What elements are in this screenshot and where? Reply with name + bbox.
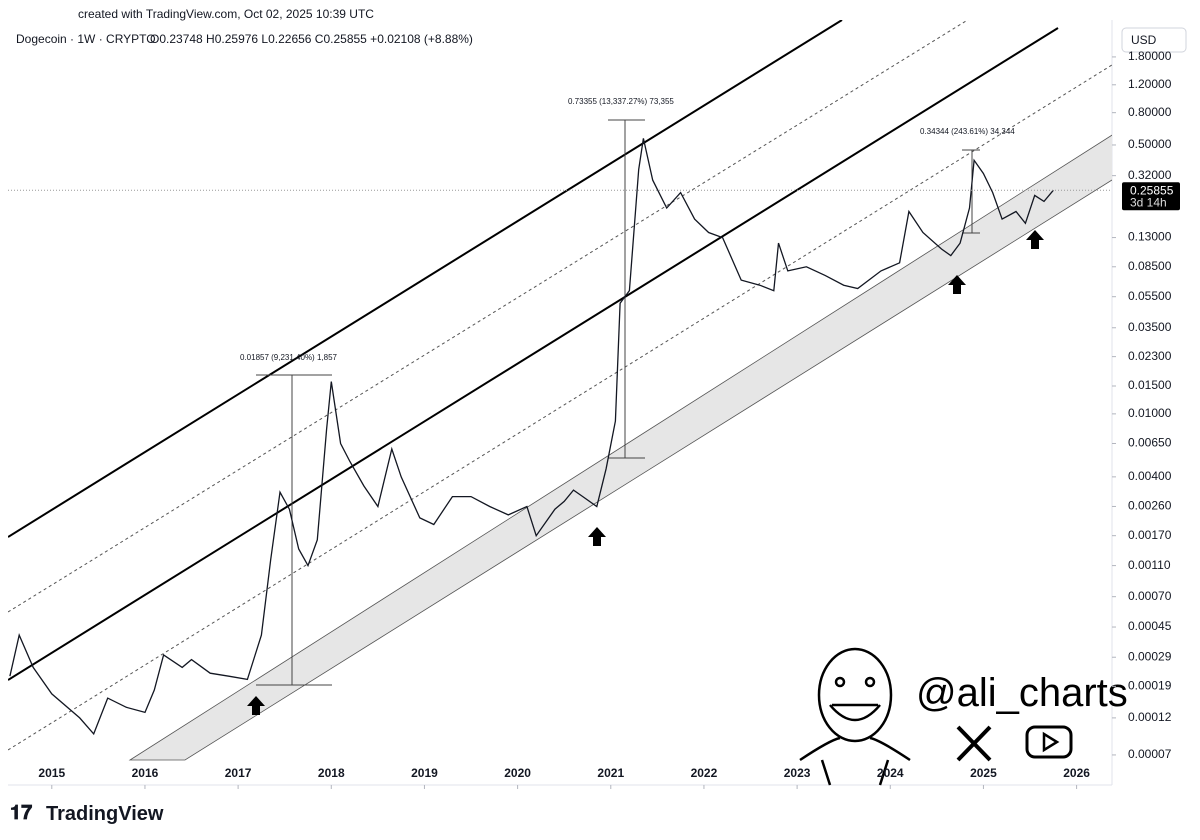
currency[interactable]: USD <box>1131 33 1157 47</box>
y-tick-label: 0.00012 <box>1128 710 1172 724</box>
y-tick-label: 0.00019 <box>1128 678 1172 692</box>
x-tick-label: 2020 <box>504 766 531 780</box>
measure <box>256 374 332 686</box>
annotation: 0.34344 (243.61%) 34,344 <box>920 127 1015 136</box>
y-tick-label: 0.02300 <box>1128 349 1172 363</box>
y-tick-label: 0.01000 <box>1128 406 1172 420</box>
arrows <box>247 230 1044 715</box>
y-tick-label: 1.20000 <box>1128 77 1172 91</box>
x-icon <box>956 725 992 762</box>
y-tick-label: 1.80000 <box>1128 49 1172 63</box>
y-tick-label: 0.80000 <box>1128 105 1172 119</box>
brand-mark: 𝟏𝟕 <box>10 802 32 824</box>
x-tick-label: 2022 <box>691 766 718 780</box>
channel-dash <box>8 64 1112 751</box>
handle: @ali_charts <box>916 671 1128 715</box>
annotation: 0.73355 (13,337.27%) 73,355 <box>568 97 674 106</box>
y-tick-label: 0.00045 <box>1128 619 1172 633</box>
y-tick-label: 0.01500 <box>1128 378 1172 392</box>
price-tag-label: 0.25855 <box>1130 183 1174 197</box>
y-tick-label: 0.00110 <box>1128 558 1171 572</box>
currency-box[interactable] <box>1121 27 1187 53</box>
y-tick-label: 0.08500 <box>1128 259 1172 273</box>
avatar <box>799 647 911 786</box>
x-tick-label: 2018 <box>318 766 345 780</box>
y-tick-label: 0.32000 <box>1128 168 1172 182</box>
arrow <box>588 527 606 546</box>
drawings <box>8 20 1112 761</box>
y-tick-label: 0.00650 <box>1128 436 1172 450</box>
brand: TradingView <box>46 803 164 825</box>
x-tick-label: 2016 <box>132 766 159 780</box>
support-band <box>128 134 1112 761</box>
y-tick-label: 0.00170 <box>1128 528 1172 542</box>
x-tick-label: 2021 <box>597 766 624 780</box>
created-note: created with TradingView.com, Oct 02, 20… <box>78 7 374 21</box>
arrow <box>1026 230 1044 249</box>
x-tick-label: 2017 <box>225 766 252 780</box>
channel-mid <box>8 27 1059 681</box>
x-tick-label: 2024 <box>877 766 904 780</box>
symbol: Dogecoin · 1W · CRYPTO <box>16 32 156 46</box>
y-tick-label: 0.03500 <box>1128 320 1172 334</box>
y-tick-label: 0.00007 <box>1128 747 1172 761</box>
price-tag <box>1122 182 1180 211</box>
y-tick-label: 0.13000 <box>1128 230 1172 244</box>
countdown: 3d 14h <box>1130 195 1167 209</box>
x-tick-label: 2023 <box>784 766 811 780</box>
y-tick-label: 0.00070 <box>1128 589 1172 603</box>
y-tick-label: 0.05500 <box>1128 289 1172 303</box>
ohlc: O0.23748 H0.25976 L0.22656 C0.25855 +0.0… <box>150 32 473 46</box>
y-tick-label: 0.00029 <box>1128 649 1172 663</box>
measure <box>608 119 645 459</box>
x-tick-label: 2025 <box>970 766 997 780</box>
x-tick-label: 2026 <box>1063 766 1090 780</box>
channel-dash <box>8 20 969 613</box>
y-tick-label: 0.50000 <box>1128 137 1172 151</box>
annotation: 0.01857 (9,231.40%) 1,857 <box>240 353 338 362</box>
price-line <box>9 138 1054 736</box>
y-tick-label: 0.00260 <box>1128 499 1172 513</box>
arrow <box>247 696 265 715</box>
channel-top <box>8 20 843 538</box>
youtube-icon <box>1025 725 1073 759</box>
youtube-play <box>1042 731 1060 753</box>
x-tick-label: 2015 <box>38 766 65 780</box>
arrow <box>948 275 966 294</box>
x-tick-label: 2019 <box>411 766 438 780</box>
measure <box>962 149 980 234</box>
y-tick-label: 0.00400 <box>1128 469 1172 483</box>
